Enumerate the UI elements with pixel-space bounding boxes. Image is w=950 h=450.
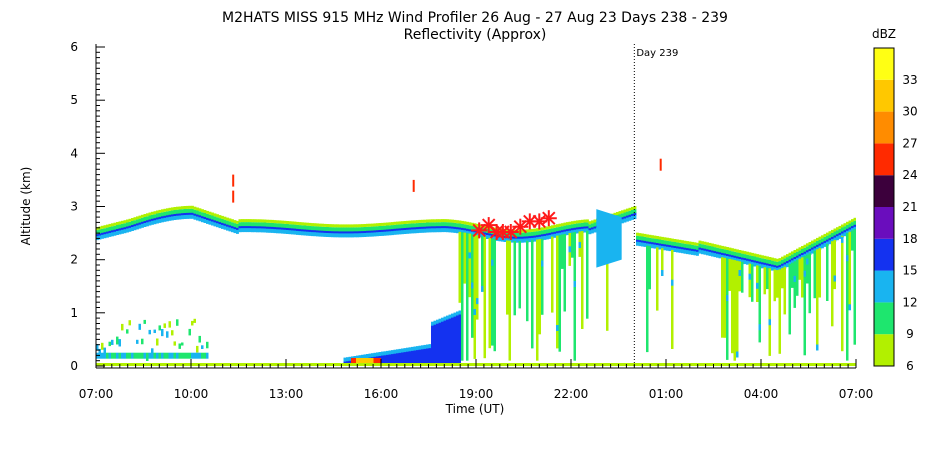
colorbar-tick-label: 6	[906, 359, 914, 373]
colorbar-tick-label: 9	[906, 327, 914, 341]
x-tick-label: 16:00	[364, 387, 399, 401]
reflectivity-field	[96, 158, 856, 366]
colorbar-tick-label: 30	[902, 105, 917, 119]
colorbar-tick-label: 15	[902, 264, 917, 278]
x-ticks: 07:00 10:00 13:00 16:00 19:00 22:00 01:00 04:00…	[79, 359, 874, 401]
bl-marker	[540, 210, 557, 227]
colorbar-swatch	[874, 270, 894, 303]
y-ticks: 0 1 2 3 4 5 6	[70, 40, 105, 373]
colorbar-swatch	[874, 302, 894, 335]
y-axis-label: Altitude (km)	[19, 167, 33, 246]
colorbar-tick-label: 21	[902, 200, 917, 214]
chart-title: M2HATS MISS 915 MHz Wind Profiler 26 Aug…	[222, 10, 728, 26]
x-tick-label: 10:00	[174, 387, 209, 401]
day-marker-label: Day 239	[636, 48, 678, 59]
x-tick-label: 13:00	[269, 387, 304, 401]
x-tick-label: 19:00	[459, 387, 494, 401]
y-tick-label: 6	[70, 40, 78, 54]
colorbar-tick-label: 33	[902, 73, 917, 87]
y-tick-label: 1	[70, 306, 78, 320]
colorbar-swatch	[874, 48, 894, 80]
y-tick-label: 0	[70, 359, 78, 373]
y-tick-label: 3	[70, 200, 78, 214]
colorbar-swatch	[874, 238, 894, 271]
colorbar-swatch	[874, 79, 894, 112]
colorbar-swatch	[874, 111, 894, 144]
colorbar-tick-label: 18	[902, 232, 917, 246]
boundary-layer-markers	[471, 210, 557, 240]
x-tick-label: 07:00	[839, 387, 874, 401]
x-axis-label: Time (UT)	[445, 402, 505, 416]
colorbar-swatch	[874, 207, 894, 239]
x-tick-label: 04:00	[744, 387, 779, 401]
y-tick-label: 4	[70, 146, 78, 160]
y-tick-label: 5	[70, 93, 78, 107]
x-tick-label: 22:00	[554, 387, 589, 401]
colorbar-swatch	[874, 143, 894, 176]
colorbar-tick-label: 27	[902, 136, 917, 150]
colorbar-unit-label: dBZ	[872, 27, 896, 41]
x-tick-label: 07:00	[79, 387, 114, 401]
colorbar-swatch	[874, 334, 894, 366]
colorbar-tick-label: 24	[902, 168, 917, 182]
colorbar: 6 9 12 15 18 21 24 27 30 33	[873, 47, 918, 373]
y-tick-label: 2	[70, 253, 78, 267]
colorbar-swatch	[874, 175, 894, 207]
chart-subtitle: Reflectivity (Approx)	[404, 27, 547, 43]
x-tick-label: 01:00	[649, 387, 684, 401]
colorbar-tick-label: 12	[902, 295, 917, 309]
